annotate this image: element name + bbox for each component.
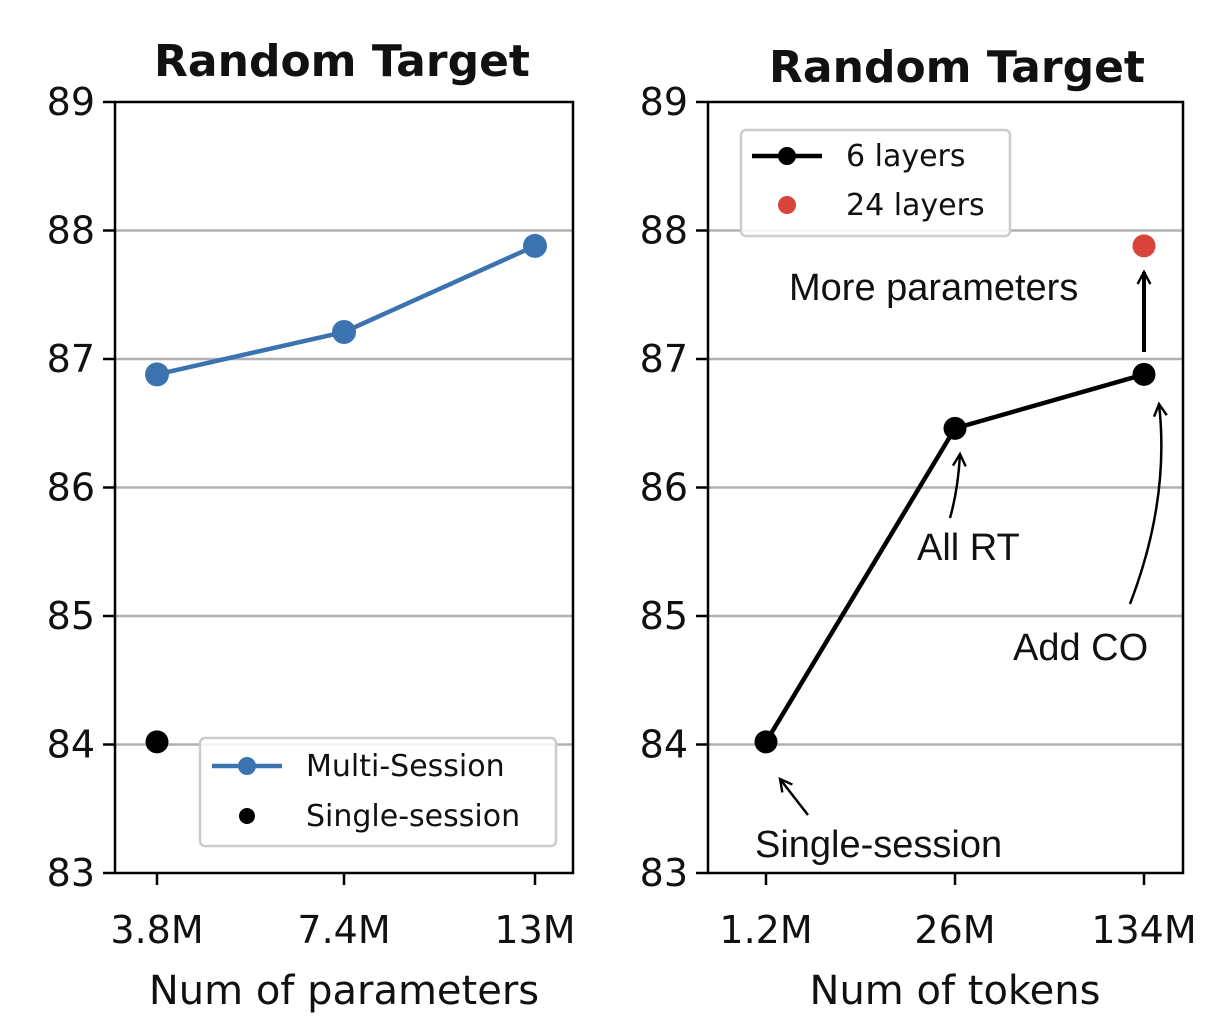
y-tick-label: 83 — [640, 851, 688, 895]
annotation-add-co: Add CO — [1013, 627, 1148, 669]
annotation-arrow — [948, 454, 960, 519]
y-tick-label: 86 — [640, 466, 688, 510]
data-point — [145, 730, 169, 754]
y-tick-label: 88 — [47, 209, 95, 253]
data-point — [1132, 234, 1156, 258]
annotation-more-parameters: More parameters — [789, 267, 1078, 309]
legend-marker-multi-session — [238, 757, 256, 775]
annotation-arrow — [1128, 404, 1161, 605]
legend-label-6-layers: 6 layers — [846, 139, 966, 174]
y-tick-label: 85 — [47, 594, 95, 638]
legend-label-multi-session: Multi-Session — [306, 749, 505, 784]
y-tick-label: 87 — [640, 337, 688, 381]
data-point — [145, 362, 169, 387]
x-tick-label: 134M — [1091, 908, 1196, 952]
y-tick-label: 88 — [640, 209, 688, 253]
chart-title: Random Target — [154, 36, 530, 87]
data-point — [1132, 362, 1156, 386]
x-tick-label: 3.8M — [110, 908, 203, 952]
y-tick-label: 89 — [640, 80, 688, 124]
x-tick-label: 13M — [494, 908, 575, 952]
data-point — [943, 416, 967, 440]
y-tick-label: 84 — [47, 723, 95, 767]
y-tick-label: 86 — [47, 466, 95, 510]
y-tick-label: 89 — [47, 80, 95, 124]
x-axis-label: Num of tokens — [810, 968, 1101, 1014]
x-tick-label: 7.4M — [297, 908, 390, 952]
annotation-all-rt: All RT — [917, 527, 1020, 569]
annotation-single-session: Single-session — [755, 824, 1002, 866]
data-point — [332, 320, 356, 345]
x-tick-label: 26M — [914, 908, 995, 952]
y-tick-label: 83 — [47, 851, 95, 895]
chart-panel-2: 83 84 85 86 87 88 89 1.2M 26M 134M Random Target Nu… — [640, 42, 1197, 1014]
data-point — [754, 730, 778, 754]
legend-box — [198, 736, 558, 848]
y-tick-label: 84 — [640, 723, 688, 767]
legend: 6 layers 24 layers — [739, 128, 1012, 238]
legend-marker-6-layers — [778, 147, 796, 165]
x-tick-label: 1.2M — [719, 908, 812, 952]
x-axis-label: Num of parameters — [149, 968, 539, 1014]
legend: Multi-Session Single-session — [198, 736, 558, 848]
legend-label-single-session: Single-session — [306, 799, 520, 834]
annotations: Single-session All RT Add CO More parameter… — [755, 267, 1161, 866]
chart-title: Random Target — [769, 42, 1145, 93]
legend-marker-24-layers — [778, 196, 796, 214]
series-line-multi-session — [156, 243, 536, 377]
chart-panel-1: 83 84 85 86 87 88 89 3.8M 7.4M 13M Random Target Nu… — [47, 36, 576, 1014]
annotation-arrow — [780, 779, 809, 816]
y-tick-label: 87 — [47, 337, 95, 381]
legend-marker-single-session — [239, 808, 255, 824]
legend-label-24-layers: 24 layers — [846, 188, 985, 223]
data-point — [523, 233, 547, 258]
y-tick-label: 85 — [640, 594, 688, 638]
